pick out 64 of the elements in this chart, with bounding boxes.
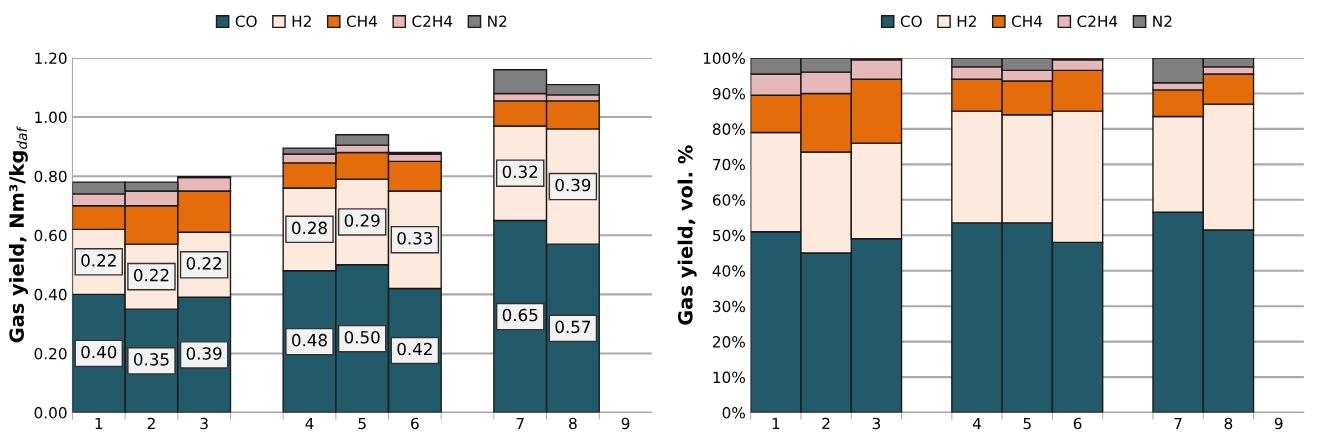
- data-label: 0.42: [397, 342, 432, 356]
- y-axis-title: Gas yield, Nm³/kg$_{daf}$: [8, 126, 28, 343]
- data-label: 0.48: [292, 333, 327, 347]
- y-tick-label: 60%: [712, 194, 745, 206]
- y-tick-label: 0.80: [34, 170, 67, 183]
- x-tick-label: 4: [305, 417, 314, 430]
- x-tick-label: 2: [822, 417, 830, 430]
- data-label: 0.22: [134, 268, 169, 282]
- data-label: 0.29: [344, 214, 380, 227]
- legend-label: CH4: [346, 15, 377, 28]
- x-tick-label: 9: [1274, 417, 1283, 430]
- data-label: 0.39: [186, 347, 222, 360]
- y-tick-label: 0.40: [34, 288, 67, 301]
- y-tick-label: 1.00: [35, 111, 67, 124]
- x-tick-label: 1: [95, 417, 103, 430]
- x-tick-label: 7: [516, 417, 524, 430]
- legend-label: CO: [235, 15, 257, 28]
- y-tick-label: 0.20: [34, 347, 67, 360]
- legend-label: C2H4: [412, 15, 453, 28]
- x-tick-label: 8: [1224, 417, 1233, 430]
- y-tick-label: 40%: [712, 265, 745, 277]
- x-tick-label: 7: [1174, 417, 1182, 430]
- y-tick-label: 30%: [713, 300, 745, 313]
- x-tick-label: 8: [569, 417, 577, 430]
- x-tick-label: 5: [358, 417, 366, 430]
- data-label: 0.33: [397, 231, 433, 245]
- legend-label: C2H4: [1077, 15, 1118, 28]
- y-tick-label: 20%: [712, 336, 745, 348]
- x-tick-label: 6: [411, 417, 419, 430]
- y-tick-label: 10%: [713, 371, 745, 384]
- data-label: 0.32: [502, 165, 538, 179]
- y-tick-label: 0.60: [34, 229, 67, 242]
- x-tick-label: 1: [772, 417, 780, 430]
- legend-label: H2: [292, 15, 311, 27]
- legend-label: N2: [488, 15, 507, 27]
- data-label: 0.22: [186, 257, 222, 270]
- y-tick-label: 1.20: [35, 52, 67, 64]
- y-tick-label: 0%: [722, 407, 745, 419]
- x-tick-label: 6: [1073, 417, 1082, 430]
- data-label: 0.65: [502, 308, 538, 322]
- x-tick-label: 5: [1023, 417, 1031, 430]
- x-tick-label: 2: [147, 417, 155, 430]
- y-axis-title: Gas yield, vol. %: [677, 145, 697, 325]
- y-tick-label: 100%: [703, 52, 745, 64]
- y-tick-label: 70%: [713, 158, 745, 171]
- legend-label: CH4: [1011, 15, 1043, 28]
- x-tick-label: 3: [872, 417, 881, 430]
- y-tick-label: 0.00: [34, 407, 67, 419]
- x-tick-label: 9: [621, 417, 630, 430]
- data-label: 0.57: [555, 320, 591, 334]
- data-label: 0.50: [344, 330, 380, 344]
- legend-label: N2: [1153, 15, 1172, 27]
- x-tick-label: 3: [200, 417, 208, 430]
- data-label: 0.28: [292, 221, 327, 235]
- data-label: 0.35: [134, 353, 169, 366]
- data-label: 0.22: [81, 254, 116, 267]
- y-tick-label: 50%: [713, 229, 745, 242]
- y-tick-label: 80%: [712, 123, 745, 135]
- legend-label: H2: [957, 15, 976, 27]
- x-tick-label: 4: [972, 417, 981, 430]
- data-label: 0.40: [81, 345, 117, 359]
- legend-label: CO: [900, 15, 922, 28]
- data-label: 0.39: [555, 178, 591, 192]
- y-tick-label: 90%: [712, 87, 745, 100]
